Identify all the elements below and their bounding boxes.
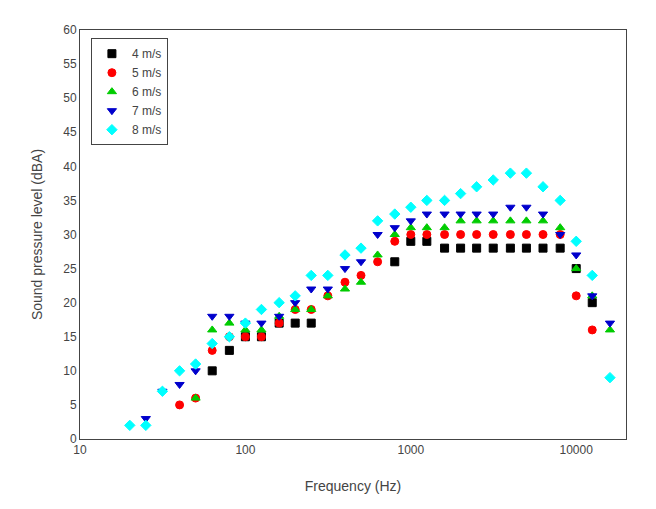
svg-text:35: 35 bbox=[63, 194, 77, 208]
svg-text:100: 100 bbox=[235, 443, 255, 457]
svg-text:10: 10 bbox=[73, 443, 87, 457]
svg-text:Sound pressure level (dBA): Sound pressure level (dBA) bbox=[29, 149, 45, 320]
svg-text:40: 40 bbox=[63, 160, 77, 174]
svg-text:10000: 10000 bbox=[560, 443, 594, 457]
svg-text:Frequency (Hz): Frequency (Hz) bbox=[305, 478, 401, 494]
svg-text:25: 25 bbox=[63, 262, 77, 276]
svg-text:5 m/s: 5 m/s bbox=[132, 66, 161, 80]
svg-text:7 m/s: 7 m/s bbox=[132, 104, 161, 118]
svg-text:45: 45 bbox=[63, 125, 77, 139]
svg-text:10: 10 bbox=[63, 364, 77, 378]
svg-text:50: 50 bbox=[63, 91, 77, 105]
svg-text:20: 20 bbox=[63, 296, 77, 310]
svg-text:4 m/s: 4 m/s bbox=[132, 47, 161, 61]
svg-text:0: 0 bbox=[70, 432, 77, 446]
svg-text:60: 60 bbox=[63, 23, 77, 37]
svg-text:15: 15 bbox=[63, 330, 77, 344]
svg-text:8 m/s: 8 m/s bbox=[132, 123, 161, 137]
svg-text:55: 55 bbox=[63, 57, 77, 71]
svg-text:6 m/s: 6 m/s bbox=[132, 85, 161, 99]
svg-text:30: 30 bbox=[63, 228, 77, 242]
svg-text:1000: 1000 bbox=[397, 443, 424, 457]
svg-text:5: 5 bbox=[70, 398, 77, 412]
